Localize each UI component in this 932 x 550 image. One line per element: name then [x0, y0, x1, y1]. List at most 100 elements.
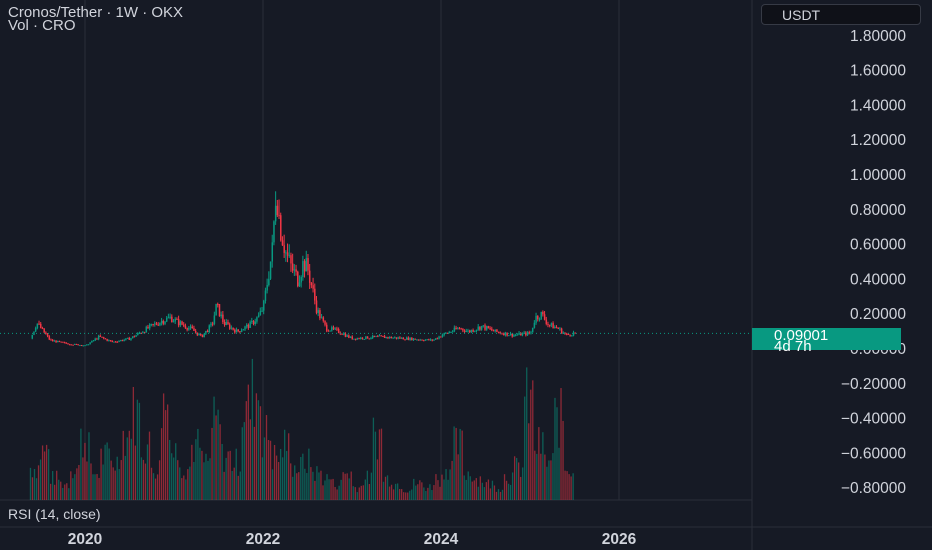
- candle-body: [263, 300, 265, 311]
- volume-bar: [279, 448, 282, 500]
- volume-bar: [298, 472, 300, 500]
- candle-body: [319, 310, 321, 319]
- candle-body: [428, 339, 430, 341]
- volume-bar: [495, 491, 498, 500]
- candle-body: [373, 335, 376, 337]
- candle-body: [228, 324, 231, 329]
- volume-bar: [136, 399, 139, 500]
- candle-body: [165, 317, 168, 322]
- volume-bar: [52, 471, 54, 500]
- volume-bar: [503, 474, 506, 500]
- volume-bar: [447, 479, 449, 500]
- volume-bar: [225, 457, 227, 500]
- candle-body: [283, 245, 285, 253]
- candle-body: [276, 205, 279, 216]
- volume-bar: [187, 469, 189, 500]
- volume-bar: [437, 480, 439, 500]
- volume-bar: [166, 404, 169, 500]
- volume-bar: [439, 486, 441, 500]
- volume-bar: [86, 461, 88, 500]
- candle-body: [477, 326, 479, 330]
- currency-selector-button[interactable]: USDT: [761, 4, 921, 25]
- candle-body: [402, 337, 405, 340]
- candle-body: [336, 328, 338, 330]
- candle-body: [559, 328, 561, 330]
- volume-bar: [217, 409, 219, 500]
- volume-bar: [376, 459, 379, 500]
- candle-body: [268, 278, 270, 286]
- volume-bar: [501, 489, 504, 500]
- candle-body: [213, 315, 216, 324]
- volume-bar: [29, 467, 32, 500]
- candle-body: [542, 311, 544, 315]
- candle-body: [451, 331, 454, 333]
- volume-bar: [384, 476, 387, 500]
- volume-bar: [138, 402, 141, 500]
- candle-body: [137, 333, 139, 336]
- volume-bar: [150, 467, 153, 500]
- candle-body: [259, 311, 262, 316]
- candle-body: [497, 331, 500, 333]
- volume-bar: [158, 460, 161, 500]
- candle-body: [307, 258, 309, 271]
- volume-bar: [358, 487, 360, 500]
- candle-body: [280, 215, 282, 241]
- volume-bar: [390, 484, 393, 500]
- volume-bar: [487, 479, 490, 500]
- candle-body: [365, 336, 367, 339]
- y-tick-label: 1.60000: [850, 63, 906, 80]
- volume-bar: [532, 380, 534, 500]
- volume-bar: [518, 462, 520, 500]
- volume-bar: [368, 483, 371, 500]
- volume-bar: [382, 481, 385, 500]
- volume-bar: [497, 489, 500, 500]
- candle-body: [295, 269, 297, 272]
- volume-bar: [263, 437, 266, 500]
- volume-bar: [520, 476, 522, 500]
- volume-bar: [144, 463, 147, 500]
- candle-body: [118, 340, 120, 342]
- volume-bar: [181, 478, 183, 500]
- volume-bar: [453, 426, 455, 500]
- candle-body: [159, 322, 161, 326]
- candle-body: [421, 339, 423, 341]
- volume-bar: [546, 466, 548, 500]
- candle-body: [506, 332, 508, 336]
- candle-body: [503, 333, 505, 336]
- candle-body: [405, 337, 408, 340]
- candle-body: [63, 342, 66, 344]
- candle-body: [51, 339, 54, 342]
- volume-bar: [524, 396, 526, 500]
- y-tick-label: 1.00000: [850, 167, 906, 184]
- candle-body: [351, 336, 354, 340]
- candle-body: [508, 335, 510, 337]
- candle-body: [514, 334, 517, 336]
- candle-body: [206, 330, 209, 332]
- volume-bar: [116, 456, 118, 500]
- volume-bar: [35, 478, 38, 500]
- volume-bar: [352, 486, 354, 500]
- candle-body: [315, 300, 318, 313]
- candle-body: [109, 340, 112, 342]
- candle-body: [475, 329, 478, 331]
- candle-body: [509, 333, 512, 336]
- volume-bar: [177, 460, 179, 500]
- candle-body: [62, 341, 64, 343]
- candle-body: [101, 336, 103, 338]
- volume-bar: [411, 489, 413, 500]
- volume-bar: [330, 479, 332, 500]
- volume-bar: [536, 453, 538, 500]
- candle-body: [99, 335, 102, 337]
- volume-bar: [336, 489, 338, 500]
- volume-bar: [294, 465, 296, 500]
- volume-bar: [231, 471, 233, 500]
- candle-body: [550, 323, 553, 326]
- candle-body: [341, 333, 343, 335]
- volume-bar: [530, 389, 532, 500]
- candle-body: [567, 333, 570, 335]
- volume-bar: [485, 482, 488, 500]
- volume-bar: [334, 486, 336, 500]
- candle-body: [344, 333, 347, 337]
- candle-body: [57, 340, 59, 343]
